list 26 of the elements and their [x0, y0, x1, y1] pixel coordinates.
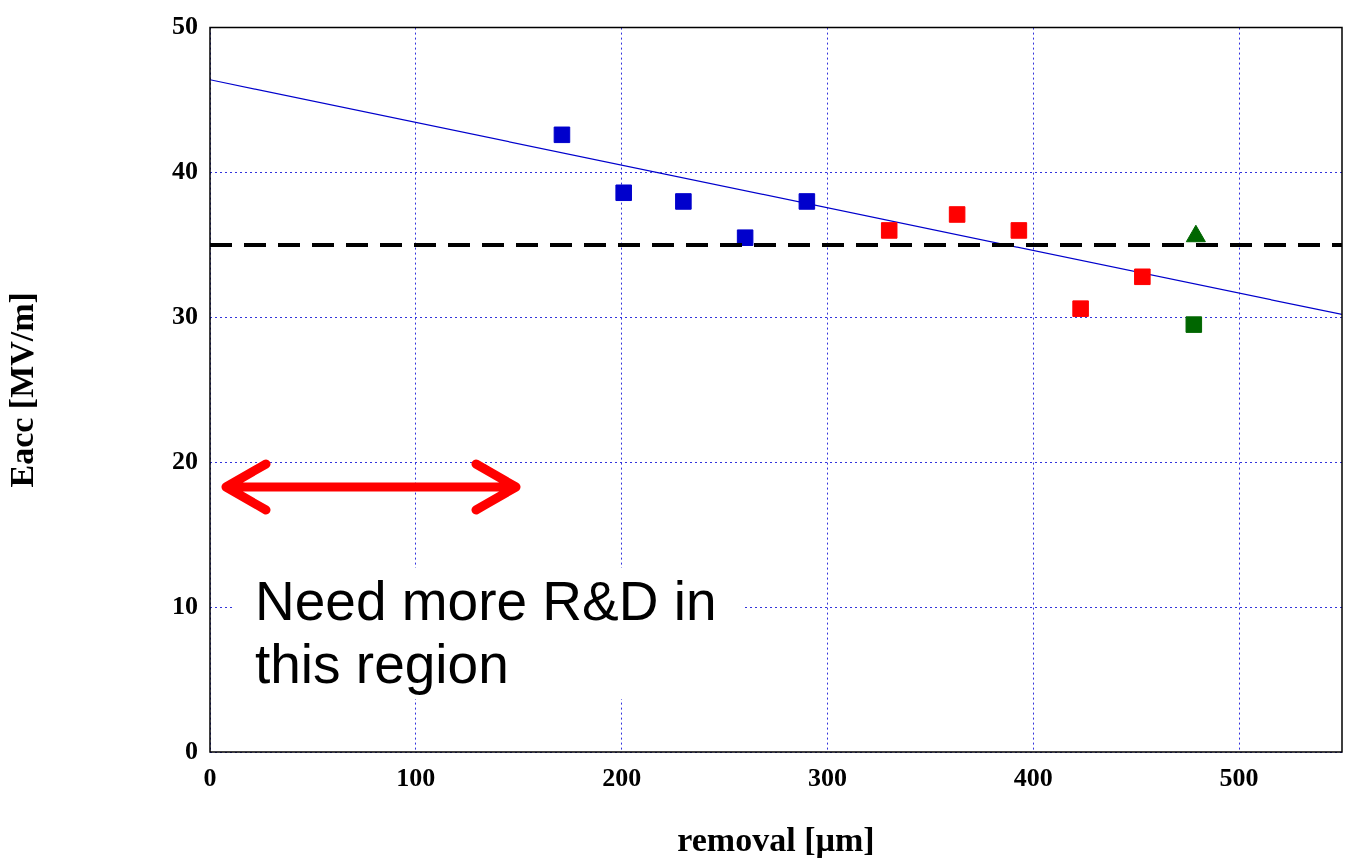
x-tick-label: 300 [807, 763, 847, 793]
y-tick-label: 0 [185, 735, 198, 765]
point [1072, 300, 1089, 317]
point [675, 193, 692, 210]
y-tick-label: 10 [172, 590, 198, 620]
y-tick-label: 20 [172, 445, 198, 475]
x-tick-label: 200 [602, 763, 642, 793]
point [1010, 222, 1028, 239]
point [1185, 316, 1203, 333]
y-axis-title: Eacc [MV/m] [3, 292, 41, 488]
point [1134, 268, 1151, 286]
x-tick-label: 500 [1219, 763, 1259, 793]
point [553, 126, 571, 144]
x-tick-label: 400 [1013, 763, 1053, 793]
annotation: Need more R&D in this region [235, 568, 745, 699]
point [615, 184, 632, 202]
point [948, 206, 966, 223]
point [798, 193, 816, 210]
point [736, 229, 754, 246]
x-tick-label: 100 [396, 763, 436, 793]
x-tick-label: 0 [203, 763, 217, 793]
y-tick-label: 50 [172, 11, 198, 41]
y-tick-label: 40 [172, 156, 198, 186]
y-tick-label: 30 [172, 301, 198, 331]
point [880, 222, 898, 239]
x-axis-title: removal [µm] [677, 821, 875, 859]
